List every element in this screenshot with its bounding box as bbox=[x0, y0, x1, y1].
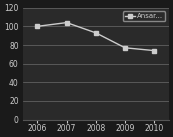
Ansar... bbox=[36, 25, 38, 27]
Legend: Ansar...: Ansar... bbox=[122, 11, 165, 21]
Ansar... bbox=[124, 47, 126, 49]
Ansar... bbox=[153, 50, 155, 51]
Ansar... bbox=[66, 22, 68, 23]
Line: Ansar...: Ansar... bbox=[36, 21, 156, 52]
Ansar... bbox=[95, 32, 97, 34]
